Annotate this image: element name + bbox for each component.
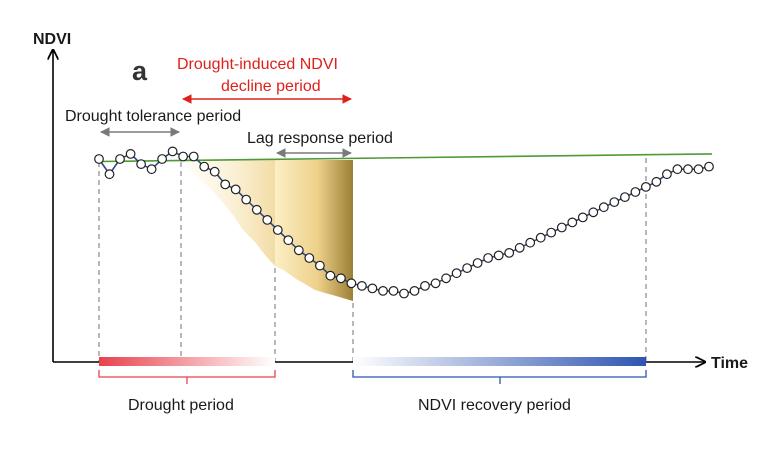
ndvi-point (577, 212, 588, 223)
ndvi-point (367, 283, 378, 294)
ndvi-recovery-label: NDVI recovery period (418, 397, 571, 414)
ndvi-point (167, 146, 178, 157)
ndvi-point (304, 253, 315, 263)
ndvi-point (94, 154, 104, 164)
ndvi-series-line (98, 150, 710, 295)
baseline-trend-line (98, 153, 713, 163)
ndvi-point (472, 258, 483, 268)
tolerance-shade (181, 160, 275, 266)
ndvi-point (199, 161, 210, 172)
ndvi-point (251, 204, 262, 215)
ndvi-point (493, 250, 504, 261)
ndvi-point (651, 176, 662, 187)
ndvi-point (157, 154, 168, 164)
ndvi-point (630, 187, 641, 197)
ndvi-point (346, 278, 357, 289)
ndvi-point (283, 235, 294, 246)
ndvi-point (535, 232, 546, 243)
ndvi-point (125, 148, 136, 159)
ndvi-point (336, 273, 346, 284)
ndvi-point (241, 194, 252, 205)
panel-label: a (132, 56, 148, 86)
ndvi-curve (94, 146, 714, 299)
ndvi-point (420, 281, 430, 291)
ndvi-point (662, 169, 672, 180)
ndvi-point (672, 164, 683, 175)
ndvi-point (293, 245, 304, 256)
recovery-period-bracket (352, 370, 647, 384)
ndvi-point (104, 169, 115, 180)
ndvi-point (641, 181, 651, 192)
ndvi-point (620, 192, 630, 203)
drought-tolerance-label: Drought tolerance period (65, 108, 241, 125)
lag-response-label: Lag response period (247, 130, 393, 147)
ndvi-point (598, 202, 609, 213)
ndvi-point (409, 286, 420, 296)
ndvi-point (315, 260, 325, 271)
ndvi-point (220, 179, 231, 190)
ndvi-point (430, 278, 441, 289)
x-axis-label: Time (711, 355, 748, 372)
ndvi-point (378, 286, 388, 296)
ndvi-point (441, 273, 452, 284)
y-axis-label: NDVI (33, 31, 71, 48)
ndvi-point (272, 225, 283, 235)
drought-period-bar (99, 357, 275, 366)
decline-period-label-line2: decline period (221, 78, 321, 95)
ndvi-point (504, 247, 515, 258)
ndvi-point (136, 159, 147, 170)
ndvi-point (693, 164, 704, 175)
ndvi-point (704, 161, 714, 172)
ndvi-point (462, 263, 473, 274)
ndvi-point (325, 270, 336, 281)
ndvi-point (525, 237, 536, 248)
ndvi-point (399, 288, 409, 299)
ndvi-point (683, 164, 693, 175)
ndvi-point (262, 214, 273, 225)
decline-period-label-line1: Drought-induced NDVI (177, 56, 338, 73)
ndvi-point (546, 227, 557, 238)
ndvi-point (209, 166, 220, 177)
ndvi-point (230, 184, 241, 195)
ndvi-point (609, 197, 620, 208)
ndvi-point (146, 164, 157, 175)
drought-period-bracket (98, 370, 276, 384)
ndvi-point (451, 268, 462, 279)
lag-shade (275, 160, 353, 301)
recovery-period-bar (353, 357, 646, 366)
drought-period-label: Drought period (128, 397, 234, 414)
ndvi-point (188, 151, 199, 162)
guide-lines (98, 158, 647, 362)
ndvi-point (556, 222, 567, 233)
ndvi-point (357, 281, 367, 291)
ndvi-point (115, 154, 125, 164)
ndvi-point (178, 151, 189, 162)
ndvi-point (483, 253, 494, 263)
ndvi-point (514, 242, 525, 253)
ndvi-point (567, 217, 578, 228)
ndvi-point (588, 207, 599, 218)
ndvi-point (388, 286, 399, 296)
